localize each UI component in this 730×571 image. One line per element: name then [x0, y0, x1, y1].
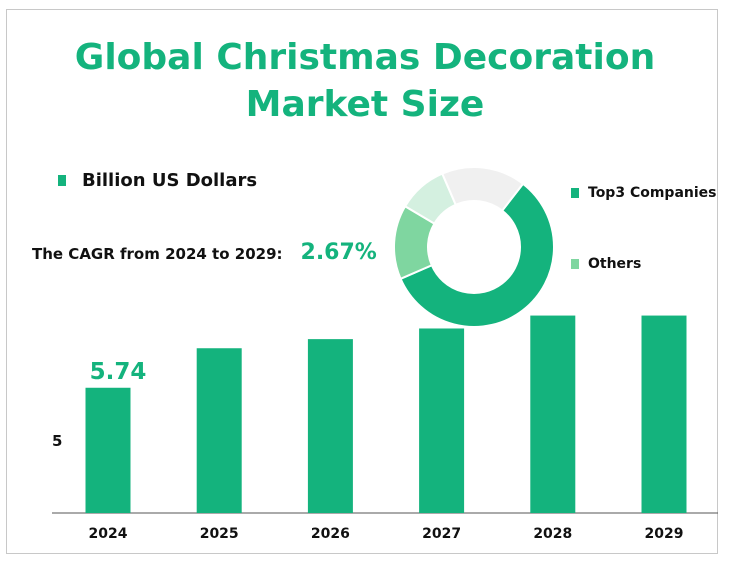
unit-label: Billion US Dollars: [82, 170, 258, 191]
chart-title-line-1: Global Christmas Decoration: [74, 37, 656, 78]
y-tick-label: 5: [52, 432, 63, 450]
legend-swatch-top3: [571, 188, 579, 198]
cagr-annotation: The CAGR from 2024 to 2029: 2.67%: [32, 240, 377, 265]
legend-label-top3: Top3 Companies: [588, 185, 717, 201]
legend-item-others: Others: [571, 256, 641, 272]
cagr-label: The CAGR from 2024 to 2029:: [32, 245, 283, 263]
legend-item-top3: Top3 Companies: [571, 185, 717, 201]
chart-title-line-2: Market Size: [245, 84, 485, 125]
unit-swatch: [58, 175, 66, 186]
cagr-value: 2.67%: [300, 240, 377, 265]
legend-label-others: Others: [588, 256, 642, 272]
legend-swatch-others: [571, 259, 579, 269]
unit-legend: Billion US Dollars: [58, 170, 257, 191]
chart-title: Global Christmas Decoration Market Size: [0, 34, 730, 128]
